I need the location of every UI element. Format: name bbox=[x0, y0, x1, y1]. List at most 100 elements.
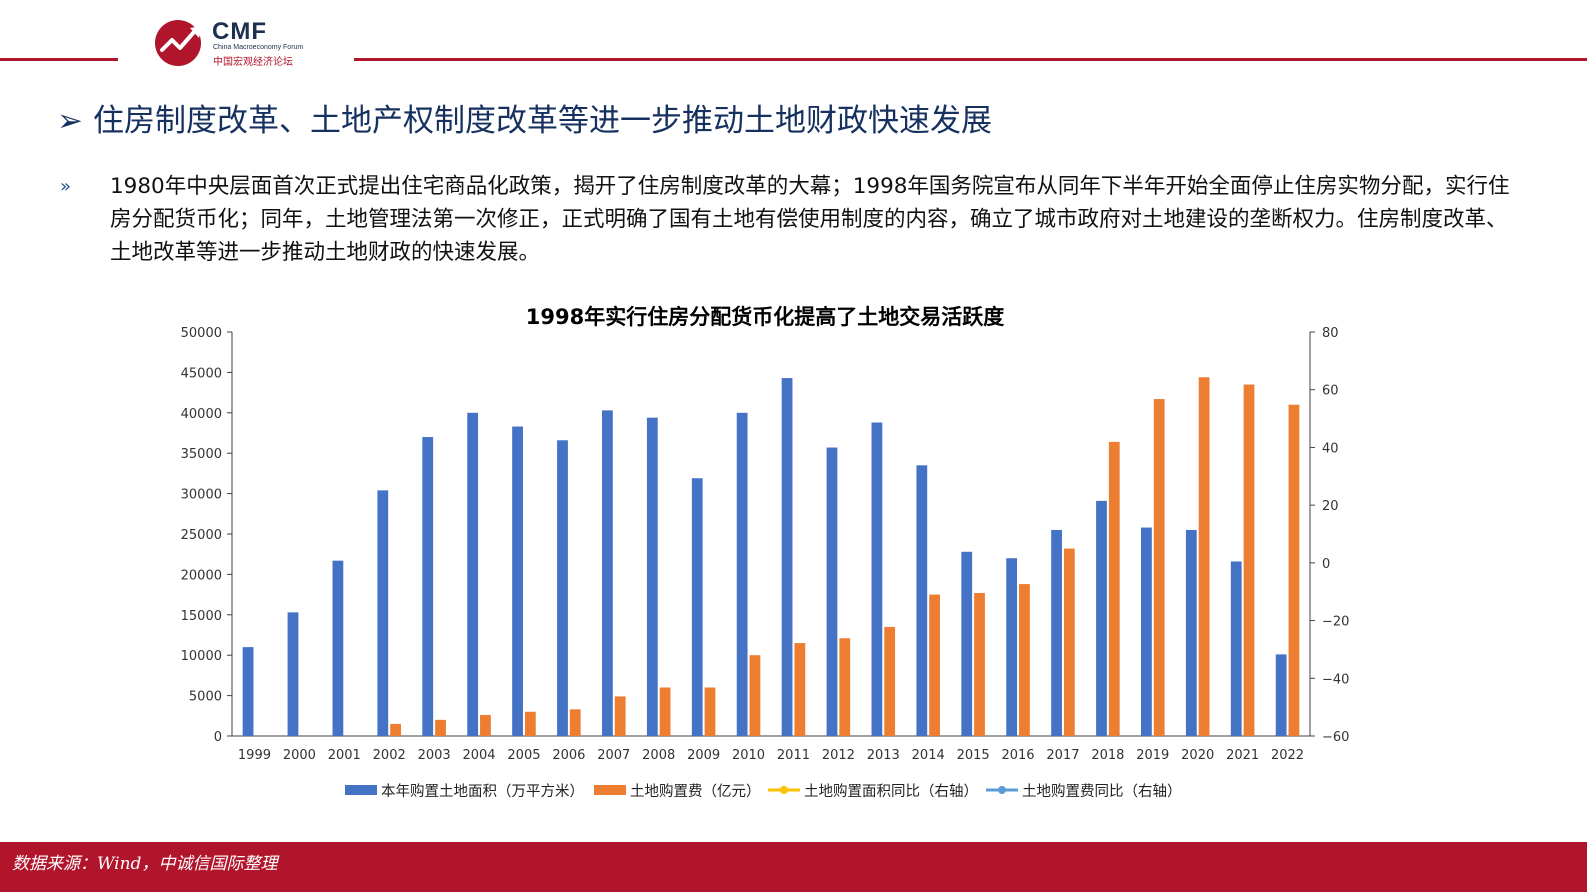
bar-land-cost bbox=[1108, 441, 1120, 736]
x-tick-label: 2009 bbox=[687, 748, 720, 763]
left-tick-label: 15000 bbox=[181, 609, 222, 624]
x-tick-label: 2022 bbox=[1271, 748, 1304, 763]
chart-legend: 本年购置土地面积（万平方米） 土地购置费（亿元） 土地购置面积同比（右轴） 土地购置费… bbox=[345, 783, 1182, 800]
x-tick-label: 2018 bbox=[1091, 748, 1124, 763]
x-tick-label: 2013 bbox=[867, 748, 900, 763]
left-tick-label: 30000 bbox=[181, 488, 222, 503]
bar-land-cost bbox=[704, 687, 716, 736]
x-tick-label: 2003 bbox=[418, 748, 451, 763]
right-tick-label: 80 bbox=[1322, 326, 1339, 341]
bar-land-area bbox=[1141, 527, 1152, 736]
cmf-logo-icon bbox=[155, 20, 202, 66]
bar-land-area bbox=[1275, 654, 1287, 736]
legend-label: 土地购置费同比（右轴） bbox=[1022, 783, 1182, 800]
logo-chinese-name: 中国宏观经济论坛 bbox=[213, 57, 293, 68]
x-tick-label: 2010 bbox=[732, 748, 765, 763]
chart-title: 1998年实行住房分配货币化提高了土地交易活跃度 bbox=[526, 305, 1004, 329]
bar-land-cost bbox=[614, 696, 626, 736]
bar-land-cost bbox=[1243, 384, 1255, 736]
bar-land-cost bbox=[569, 709, 581, 736]
legend-label: 土地购置费（亿元） bbox=[630, 783, 761, 800]
right-tick-label: 20 bbox=[1322, 499, 1339, 514]
bar-land-cost bbox=[1288, 404, 1300, 736]
bar-land-cost bbox=[794, 643, 806, 736]
bar-land-cost bbox=[1198, 377, 1210, 736]
bar-land-area bbox=[1096, 500, 1107, 736]
logo-english-name: China Macroeconomy Forum bbox=[213, 44, 304, 51]
right-tick-label: −40 bbox=[1322, 672, 1349, 687]
bar-land-cost bbox=[1063, 548, 1075, 736]
x-tick-label: 2021 bbox=[1226, 748, 1259, 763]
bar-land-cost bbox=[839, 638, 851, 736]
bar-land-area bbox=[916, 465, 928, 736]
bar-land-cost bbox=[480, 714, 491, 736]
right-tick-label: −60 bbox=[1322, 730, 1349, 745]
legend-label: 土地购置面积同比（右轴） bbox=[804, 783, 978, 800]
footer-bar bbox=[0, 842, 1587, 892]
right-tick-label: 60 bbox=[1322, 384, 1339, 399]
legend-swatch-bar bbox=[345, 785, 377, 795]
bar-land-area bbox=[332, 560, 344, 736]
bar-land-cost bbox=[1019, 584, 1030, 736]
header-rule-left bbox=[0, 58, 118, 61]
bar-land-area bbox=[871, 422, 883, 736]
left-tick-label: 45000 bbox=[181, 366, 222, 381]
bar-land-cost bbox=[749, 655, 761, 736]
x-tick-label: 2004 bbox=[462, 748, 495, 763]
legend-label: 本年购置土地面积（万平方米） bbox=[381, 783, 584, 800]
data-source-note: 数据来源：Wind，中诚信国际整理 bbox=[12, 854, 278, 874]
body-paragraph: 1980年中央层面首次正式提出住宅商品化政策，揭开了住房制度改革的大幕；1998… bbox=[110, 174, 1510, 265]
bar-land-cost bbox=[524, 711, 536, 736]
x-tick-label: 2019 bbox=[1136, 748, 1169, 763]
x-tick-label: 2000 bbox=[283, 748, 316, 763]
left-tick-label: 10000 bbox=[181, 649, 222, 664]
bar-land-area bbox=[691, 478, 703, 736]
bar-land-area bbox=[826, 447, 838, 736]
bar-land-area bbox=[961, 551, 973, 736]
bar-land-area bbox=[377, 490, 389, 736]
chart-bars bbox=[242, 377, 1300, 736]
bar-land-cost bbox=[390, 723, 401, 736]
bar-land-area bbox=[646, 417, 658, 736]
slide-title: ➢ 住房制度改革、土地产权制度改革等进一步推动土地财政快速发展 bbox=[57, 95, 992, 140]
bar-land-area bbox=[557, 440, 568, 736]
x-tick-label: 2014 bbox=[912, 748, 945, 763]
arrow-bullet-icon: ➢ bbox=[57, 103, 83, 139]
bar-land-area bbox=[422, 437, 434, 736]
x-tick-label: 2008 bbox=[642, 748, 675, 763]
bar-land-cost bbox=[884, 626, 896, 736]
bar-land-cost bbox=[435, 719, 446, 736]
left-tick-label: 25000 bbox=[181, 528, 222, 543]
bar-land-cost bbox=[1153, 399, 1165, 736]
left-tick-label: 0 bbox=[214, 730, 222, 745]
x-tick-label: 2007 bbox=[597, 748, 630, 763]
x-tick-label: 2017 bbox=[1046, 748, 1079, 763]
bar-land-area bbox=[602, 410, 613, 736]
x-tick-label: 2002 bbox=[373, 748, 406, 763]
cmf-logo: CMF China Macroeconomy Forum 中国宏观经济论坛 bbox=[152, 14, 352, 70]
slide-title-text: 住房制度改革、土地产权制度改革等进一步推动土地财政快速发展 bbox=[92, 103, 992, 139]
left-tick-label: 35000 bbox=[181, 447, 222, 462]
bar-land-area bbox=[1185, 529, 1197, 736]
bar-land-area bbox=[1051, 529, 1062, 736]
legend-swatch-bar bbox=[594, 785, 626, 795]
bar-land-area bbox=[287, 612, 299, 736]
bar-land-area bbox=[1230, 561, 1242, 736]
bar-land-cost bbox=[659, 687, 671, 736]
logo-name: CMF bbox=[212, 18, 267, 45]
x-tick-label: 2012 bbox=[822, 748, 855, 763]
left-tick-label: 50000 bbox=[181, 326, 222, 341]
bar-land-cost bbox=[974, 592, 985, 736]
right-tick-label: 40 bbox=[1322, 441, 1339, 456]
guillemet-bullet-icon: » bbox=[60, 176, 72, 197]
left-tick-label: 20000 bbox=[181, 568, 222, 583]
x-tick-label: 2005 bbox=[507, 748, 540, 763]
bar-land-area bbox=[512, 426, 523, 736]
left-tick-label: 40000 bbox=[181, 407, 222, 422]
right-tick-label: 0 bbox=[1322, 557, 1330, 572]
x-tick-label: 2020 bbox=[1181, 748, 1214, 763]
right-tick-label: −20 bbox=[1322, 615, 1349, 630]
bar-land-area bbox=[781, 378, 793, 736]
header-rule-right bbox=[354, 58, 1587, 61]
